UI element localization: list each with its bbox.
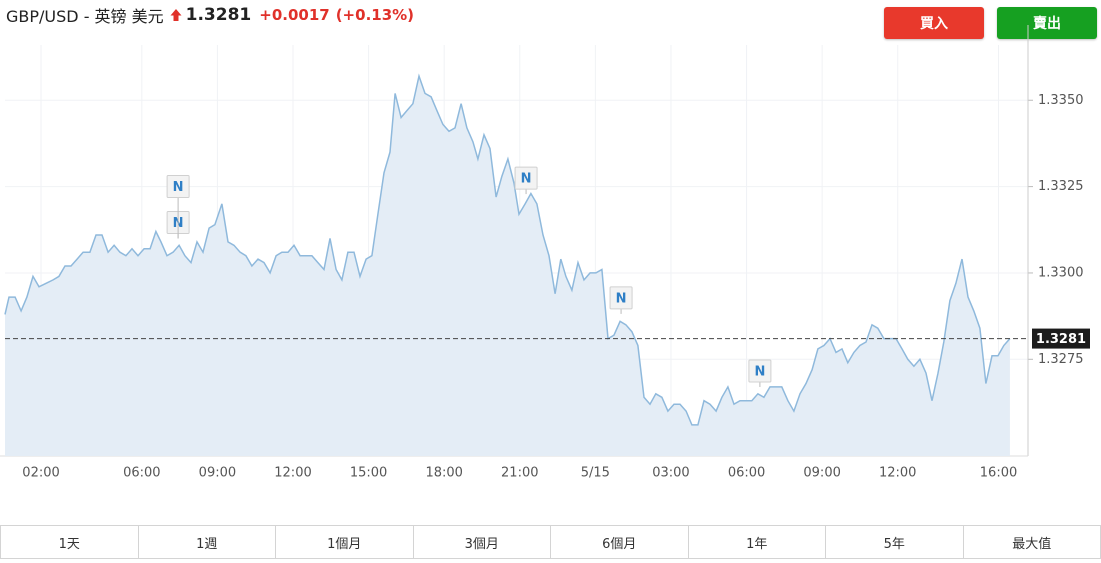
news-marker: N — [748, 359, 772, 387]
news-label: N — [173, 180, 184, 195]
x-tick-label: 15:00 — [350, 466, 387, 481]
range-tabs: 1天 1週 1個月 3個月 6個月 1年 5年 最大值 — [0, 525, 1101, 559]
y-tick-label: 1.3300 — [1038, 265, 1084, 280]
range-tab[interactable]: 3個月 — [414, 526, 551, 558]
y-tick-label: 1.3325 — [1038, 179, 1084, 194]
y-tick-label: 1.3350 — [1038, 93, 1084, 108]
x-tick-label: 09:00 — [199, 466, 236, 481]
news-marker: N — [166, 174, 190, 239]
price: 1.3281 — [185, 5, 252, 25]
news-marker: N — [514, 166, 538, 195]
news-label: N — [754, 364, 765, 379]
news-label: N — [521, 172, 532, 187]
buy-button[interactable]: 買入 — [884, 7, 984, 39]
news-label: N — [616, 291, 627, 306]
news-box — [748, 359, 772, 383]
x-tick-label: 06:00 — [728, 466, 765, 481]
symbol: GBP/USD - 英镑 美元 — [6, 7, 164, 26]
range-tab[interactable]: 5年 — [826, 526, 964, 558]
range-tab[interactable]: 1個月 — [276, 526, 414, 558]
sell-button[interactable]: 賣出 — [997, 7, 1097, 39]
news-box — [609, 286, 633, 310]
x-tick-label: 12:00 — [879, 466, 916, 481]
x-tick-label: 18:00 — [425, 466, 462, 481]
last-value-label: 1.3281 — [1036, 332, 1086, 347]
x-tick-label: 12:00 — [274, 466, 311, 481]
y-tick-label: 1.3275 — [1038, 352, 1084, 367]
news-box — [514, 166, 538, 190]
last-value-tag — [1032, 328, 1090, 349]
x-tick-label: 21:00 — [501, 466, 538, 481]
x-tick-label: 16:00 — [980, 466, 1017, 481]
up-arrow — [170, 9, 182, 21]
range-tab[interactable]: 1天 — [1, 526, 139, 558]
range-tab[interactable]: 6個月 — [551, 526, 689, 558]
news-marker: N — [609, 286, 633, 314]
x-tick-label: 06:00 — [123, 466, 160, 481]
area — [5, 76, 1010, 456]
x-tick-label: 09:00 — [803, 466, 840, 481]
x-tick-label: 03:00 — [652, 466, 689, 481]
header: GBP/USD - 英镑 美元 1.3281 +0.0017 (+0.13%) — [6, 2, 420, 28]
range-tab[interactable]: 最大值 — [1012, 536, 1052, 552]
change: +0.0017 — [259, 6, 330, 24]
news-box — [166, 174, 190, 198]
line — [4, 73, 1011, 426]
change-percent: (+0.13%) — [335, 6, 415, 24]
chart: 02:00 06:00 09:00 12:00 15:00 18:00 21:00 5/15 0… — [0, 25, 1090, 481]
range-tab[interactable]: 1年 — [689, 526, 826, 558]
x-tick-label: 5/15 — [581, 466, 610, 481]
range-tab[interactable]: 1週 — [139, 526, 276, 558]
x-tick-label: 02:00 — [22, 466, 59, 481]
